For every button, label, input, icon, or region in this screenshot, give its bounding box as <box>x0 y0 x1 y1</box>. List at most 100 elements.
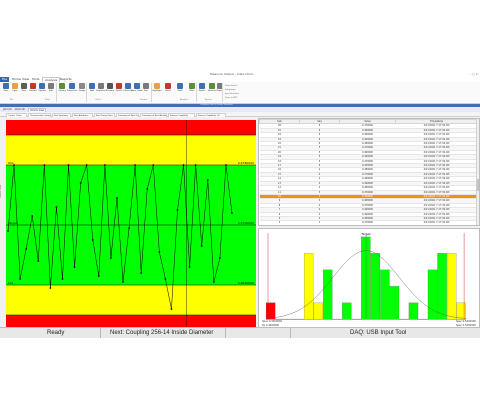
data-point[interactable] <box>146 188 149 190</box>
data-point[interactable] <box>128 227 130 229</box>
tab-part-info[interactable]: Part Info <box>15 108 26 111</box>
ribbon-small-item[interactable]: Subgroups <box>225 89 236 91</box>
ribbon-button-capture[interactable]: Capture <box>38 83 46 97</box>
tab-summary-of-part-groups[interactable]: Summary of Part Groups <box>116 113 139 117</box>
data-point[interactable] <box>79 182 82 184</box>
ribbon-button-rename[interactable]: Rename <box>106 83 114 97</box>
histogram-bar[interactable] <box>389 286 400 320</box>
data-point[interactable] <box>73 266 76 268</box>
data-point[interactable] <box>91 239 94 241</box>
table-row[interactable]: 13 4 0.490000 4/21/2021 7:17:36 AM <box>259 181 478 187</box>
data-point[interactable] <box>43 164 46 166</box>
data-point[interactable] <box>200 245 203 247</box>
data-point[interactable] <box>194 164 197 166</box>
ribbon-button-record[interactable]: Record <box>29 83 37 97</box>
tab-analysis[interactable]: Analysis <box>42 77 61 82</box>
histogram-bar[interactable] <box>265 302 276 320</box>
data-point[interactable] <box>7 230 9 232</box>
data-point[interactable] <box>176 209 179 211</box>
data-point[interactable] <box>49 287 52 289</box>
data-point[interactable] <box>25 248 28 250</box>
data-point[interactable] <box>31 215 34 217</box>
histogram-bar[interactable] <box>446 253 457 320</box>
ribbon-button-report[interactable]: Report <box>216 83 224 97</box>
ribbon-button-edit[interactable]: Edit <box>47 83 55 97</box>
file-tab[interactable]: File <box>0 77 10 82</box>
table-scrollbar[interactable] <box>476 119 479 225</box>
histogram-bar[interactable] <box>380 269 390 320</box>
data-point[interactable] <box>67 164 70 166</box>
data-point[interactable] <box>182 164 185 166</box>
histogram-bar[interactable] <box>361 236 371 320</box>
ribbon-button-move-up[interactable]: Move Up <box>124 83 132 97</box>
ribbon-small-item[interactable]: Save as PDF <box>225 97 238 99</box>
tab-tools[interactable]: Tools <box>32 77 40 81</box>
tab-job-info[interactable]: Job Info <box>3 108 12 111</box>
table-row[interactable]: 8 2 0.470000 4/21/2021 7:17:36 AM <box>259 203 478 209</box>
ribbon-button-export[interactable]: Export <box>198 83 206 97</box>
ribbon-button-open[interactable]: Open <box>11 83 19 97</box>
ribbon-small-item[interactable]: Specifications <box>225 93 239 95</box>
ribbon-button-filter[interactable]: Filter <box>188 83 196 97</box>
table-row[interactable]: 14 4 0.460000 4/21/2021 7:17:36 AM <box>259 176 478 182</box>
table-row[interactable]: 22 6 0.480000 4/21/2021 7:17:36 AM <box>259 141 478 147</box>
ribbon-button-move-down[interactable]: Move Down <box>131 83 143 97</box>
tab-summary-of-part-attributes[interactable]: Summary of Part Attributes <box>140 113 167 117</box>
tab-control-chart[interactable]: Control Chart <box>6 113 27 117</box>
data-point[interactable] <box>110 257 112 259</box>
tab-charts-view[interactable]: Charts View <box>28 108 47 112</box>
ribbon-button-print[interactable]: Print <box>20 83 28 97</box>
data-point[interactable] <box>122 281 124 283</box>
data-point[interactable] <box>225 164 227 166</box>
tab-view[interactable]: View <box>22 77 30 81</box>
ribbon-button-highlight[interactable]: Highlight <box>152 83 162 97</box>
ribbon-small-item[interactable]: Data Source <box>225 85 238 87</box>
ribbon-button-limits[interactable]: Limits <box>164 83 172 97</box>
table-row[interactable]: 21 5 0.470000 4/21/2021 7:17:36 AM <box>259 145 478 151</box>
histogram-bar[interactable] <box>323 269 333 320</box>
ribbon-button-delete[interactable]: Delete <box>115 83 123 97</box>
data-point[interactable] <box>164 278 167 280</box>
table-row[interactable]: 12 4 0.480000 4/21/2021 7:17:36 AM <box>259 185 478 191</box>
histogram-bar[interactable] <box>370 253 381 320</box>
data-point[interactable] <box>152 164 155 166</box>
ribbon-button-refresh[interactable]: Refresh <box>208 83 216 97</box>
window-controls[interactable]: – □ × <box>469 72 478 76</box>
data-point[interactable] <box>231 212 233 214</box>
table-row[interactable]: 19 5 0.490000 4/21/2021 7:17:36 AM <box>259 154 478 160</box>
data-point[interactable] <box>170 308 173 310</box>
ribbon-button-gauge[interactable]: Gauge <box>78 83 86 97</box>
data-point[interactable] <box>134 164 137 166</box>
table-row[interactable]: 24 6 0.490000 4/21/2021 7:17:36 AM <box>259 132 478 138</box>
data-point[interactable] <box>188 266 191 268</box>
data-point[interactable] <box>37 260 40 262</box>
table-row[interactable]: 26 6 0.470000 4/21/2021 7:17:36 AM <box>259 123 478 129</box>
table-row[interactable]: 5 2 0.480000 4/21/2021 7:17:36 AM <box>259 216 478 222</box>
tab-part-attributes[interactable]: Part Attributes <box>72 113 93 117</box>
table-row[interactable]: 15 4 0.470000 4/21/2021 7:17:36 AM <box>259 172 478 178</box>
ribbon-button-properties[interactable]: Properties <box>67 83 77 97</box>
data-point[interactable] <box>97 275 100 277</box>
table-row[interactable]: 10 3 0.460000 4/21/2021 7:17:36 AM <box>259 194 478 200</box>
data-point[interactable] <box>61 278 64 280</box>
data-point[interactable] <box>218 257 221 259</box>
ribbon-button-save[interactable]: Save <box>2 83 10 97</box>
tab-characteristic-summary[interactable]: Characteristic Summary <box>28 113 51 117</box>
table-row[interactable]: 16 4 0.480000 4/21/2021 7:17:36 AM <box>259 167 478 173</box>
table-row[interactable]: 7 2 0.490000 4/21/2021 7:17:36 AM <box>259 207 478 213</box>
table-row[interactable]: 23 6 0.460000 4/21/2021 7:17:36 AM <box>259 137 478 143</box>
data-point[interactable] <box>13 164 15 166</box>
ribbon-button-sort[interactable]: Sort <box>142 83 150 97</box>
table-row[interactable]: 20 5 0.460000 4/21/2021 7:17:36 AM <box>259 150 478 156</box>
ribbon-button-stats[interactable]: Stats <box>176 83 184 97</box>
ribbon-button-options[interactable]: Options <box>58 83 66 97</box>
data-point[interactable] <box>116 197 118 199</box>
data-point[interactable] <box>140 272 143 274</box>
histogram-bar[interactable] <box>313 302 323 320</box>
table-row[interactable]: 17 5 0.450000 4/21/2021 7:17:36 AM <box>259 163 478 169</box>
ribbon-button-duplicate[interactable]: Duplicate <box>96 83 106 97</box>
data-point[interactable] <box>206 179 209 181</box>
tab-part-summary[interactable]: Part Summary <box>52 113 71 117</box>
histogram-bar[interactable] <box>437 253 447 320</box>
